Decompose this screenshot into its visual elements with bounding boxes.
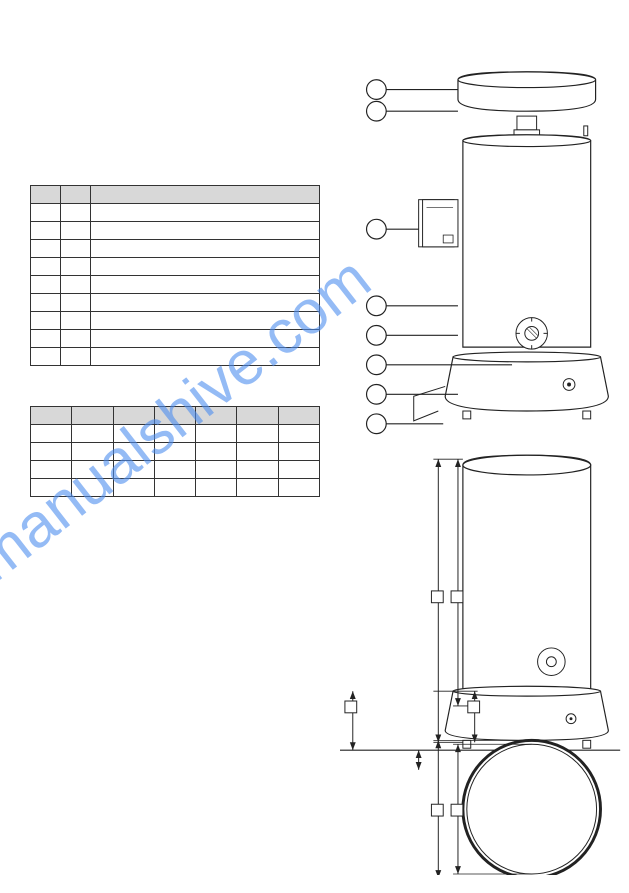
- technical-diagram: [340, 65, 610, 865]
- spec-table-2: [30, 406, 320, 497]
- spec-table-1: [30, 185, 320, 366]
